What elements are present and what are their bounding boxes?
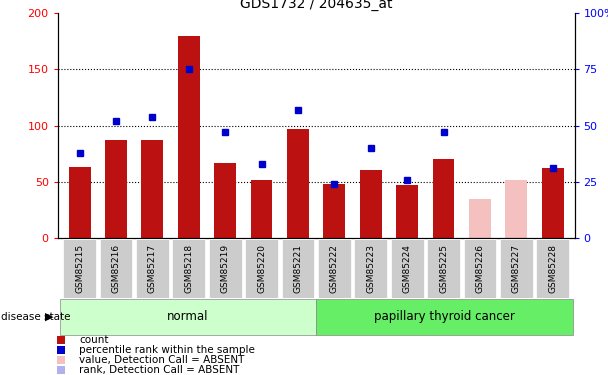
Bar	[396, 185, 418, 238]
Text: GSM85218: GSM85218	[184, 244, 193, 292]
Text: GSM85228: GSM85228	[548, 244, 557, 292]
Bar	[245, 239, 278, 297]
Text: GSM85224: GSM85224	[402, 244, 412, 292]
Text: GSM85219: GSM85219	[221, 244, 230, 292]
Bar	[433, 159, 454, 238]
Bar	[209, 239, 241, 297]
Bar	[536, 239, 569, 297]
Bar	[250, 180, 272, 238]
Text: rank, Detection Call = ABSENT: rank, Detection Call = ABSENT	[79, 365, 240, 375]
Bar	[318, 239, 351, 297]
Text: GSM85225: GSM85225	[439, 244, 448, 292]
Text: GSM85216: GSM85216	[111, 244, 120, 292]
Bar	[60, 299, 316, 335]
Text: count: count	[79, 335, 109, 345]
Title: GDS1732 / 204635_at: GDS1732 / 204635_at	[240, 0, 392, 11]
Text: normal: normal	[167, 310, 209, 323]
Bar	[323, 184, 345, 238]
Text: papillary thyroid cancer: papillary thyroid cancer	[374, 310, 515, 323]
Text: GSM85222: GSM85222	[330, 244, 339, 292]
Bar	[173, 239, 205, 297]
Text: GSM85217: GSM85217	[148, 244, 157, 292]
Bar	[354, 239, 387, 297]
Text: GSM85227: GSM85227	[512, 244, 521, 292]
Text: disease state: disease state	[1, 312, 70, 322]
Bar	[542, 168, 564, 238]
Bar	[469, 199, 491, 238]
Text: GSM85226: GSM85226	[475, 244, 485, 292]
Bar	[505, 180, 527, 238]
Text: GSM85215: GSM85215	[75, 244, 84, 292]
Bar	[69, 167, 91, 238]
Bar	[105, 140, 127, 238]
Bar	[282, 239, 314, 297]
Bar	[136, 239, 169, 297]
Text: GSM85223: GSM85223	[366, 244, 375, 292]
Text: GSM85221: GSM85221	[294, 244, 302, 292]
Bar	[463, 239, 496, 297]
Text: value, Detection Call = ABSENT: value, Detection Call = ABSENT	[79, 355, 244, 365]
Bar	[100, 239, 133, 297]
Text: GSM85220: GSM85220	[257, 244, 266, 292]
Bar	[63, 239, 96, 297]
Bar	[142, 140, 164, 238]
Bar	[178, 36, 199, 238]
Bar	[360, 170, 382, 238]
Bar	[500, 239, 533, 297]
Bar	[427, 239, 460, 297]
Text: ▶: ▶	[45, 312, 54, 322]
Bar	[316, 299, 573, 335]
Bar	[214, 163, 236, 238]
Bar	[287, 129, 309, 238]
Bar	[391, 239, 424, 297]
Text: percentile rank within the sample: percentile rank within the sample	[79, 345, 255, 355]
